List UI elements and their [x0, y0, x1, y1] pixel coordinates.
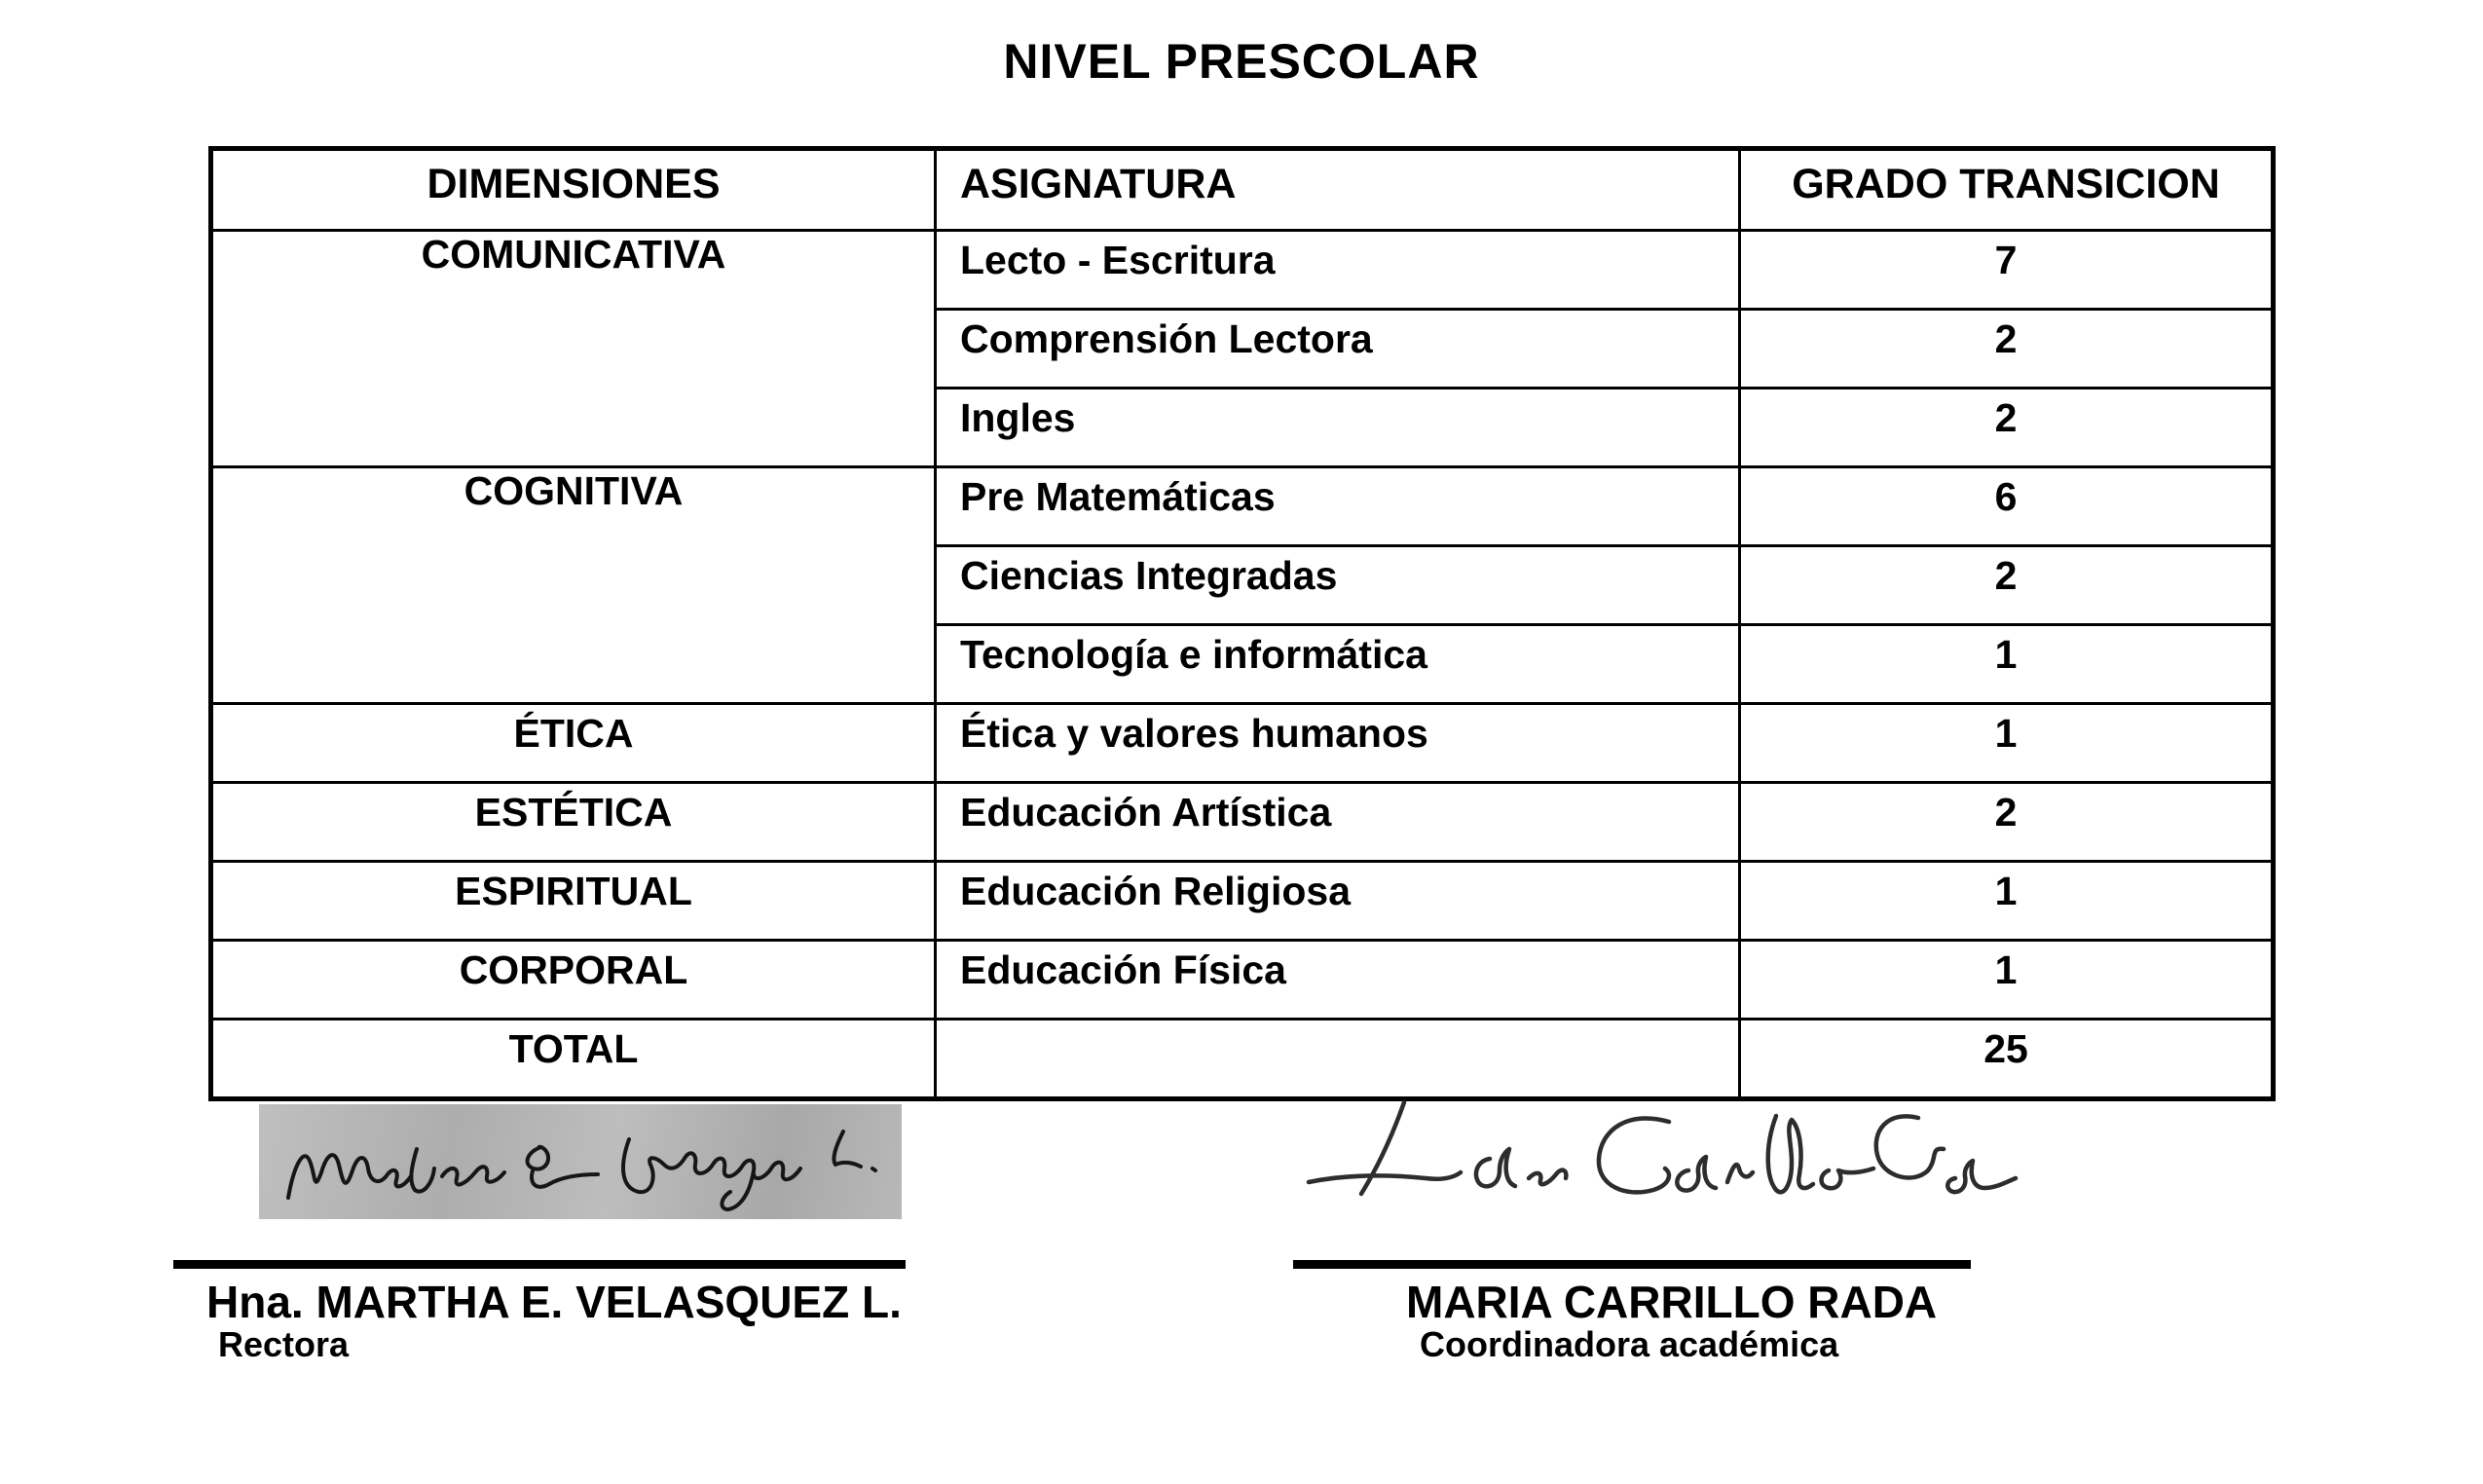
horas-cell: 6	[1738, 465, 2275, 547]
dimension-estetica: ESTÉTICA	[209, 781, 937, 863]
total-value: 25	[1738, 1018, 2275, 1100]
horas-cell: 2	[1738, 308, 2275, 390]
horas-cell: 1	[1738, 623, 2275, 705]
table-row: ESTÉTICA Educación Artística 2	[209, 781, 2275, 863]
total-label: TOTAL	[209, 1018, 937, 1100]
signature-image-coordinadora	[1287, 1087, 2027, 1231]
table-row: ESPIRITUAL Educación Religiosa 1	[209, 860, 2275, 942]
asignatura-cell: Ingles	[934, 387, 1741, 468]
asignatura-cell: Comprensión Lectora	[934, 308, 1741, 390]
horas-cell: 7	[1738, 229, 2275, 311]
header-asignatura: ASIGNATURA	[934, 147, 1741, 232]
horas-cell: 1	[1738, 860, 2275, 942]
asignatura-cell: Tecnología e informática	[934, 623, 1741, 705]
dimension-etica: ÉTICA	[209, 702, 937, 784]
signer-name-rectora: Hna. MARTHA E. VELASQUEZ L.	[206, 1277, 902, 1327]
table-row: COGNITIVA Pre Matemáticas 6	[209, 465, 2275, 705]
header-grado-transicion: GRADO TRANSICION	[1738, 147, 2275, 232]
dimension-cognitiva: COGNITIVA	[209, 465, 937, 705]
signer-role-coordinadora: Coordinadora académica	[1420, 1324, 1839, 1364]
horas-cell: 2	[1738, 387, 2275, 468]
signature-image-rectora	[259, 1104, 902, 1219]
page-title: NIVEL PRESCOLAR	[1003, 34, 1480, 89]
signer-role-rectora: Rectora	[218, 1324, 350, 1364]
asignatura-cell: Educación Física	[934, 939, 1741, 1020]
signature-maria-strokes	[1306, 1099, 2019, 1197]
total-asignatura-empty-cell	[934, 1018, 1741, 1100]
signature-line-coordinadora	[1293, 1260, 1971, 1269]
signature-martha-strokes	[286, 1130, 877, 1211]
table-row: Ciencias Integradas 2	[211, 544, 2275, 626]
dimension-comunicativa: COMUNICATIVA	[209, 229, 937, 468]
horas-cell: 1	[1738, 939, 2275, 1020]
asignatura-cell: Educación Artística	[934, 781, 1741, 863]
asignatura-cell: Ciencias Integradas	[934, 544, 1741, 626]
table-row: COMUNICATIVA Lecto - Escritura 7	[209, 229, 2275, 468]
header-dimensiones: DIMENSIONES	[209, 147, 937, 232]
asignatura-cell: Lecto - Escritura	[934, 229, 1741, 311]
asignatura-cell: Ética y valores humanos	[934, 702, 1741, 784]
signer-name-coordinadora: MARIA CARRILLO RADA	[1406, 1277, 1938, 1327]
table-row: Comprensión Lectora 2	[211, 308, 2275, 390]
asignatura-cell: Pre Matemáticas	[934, 465, 1741, 547]
horas-cell: 2	[1738, 544, 2275, 626]
horas-cell: 1	[1738, 702, 2275, 784]
signature-line-rectora	[173, 1260, 906, 1269]
table-row: Ingles 2	[211, 387, 2275, 468]
total-row: TOTAL 25	[209, 1018, 2275, 1100]
table-row: CORPORAL Educación Física 1	[209, 939, 2275, 1020]
table-row: ÉTICA Ética y valores humanos 1	[209, 702, 2275, 784]
schedule-table: DIMENSIONES ASIGNATURA GRADO TRANSICION …	[208, 146, 2276, 1101]
asignatura-cell: Educación Religiosa	[934, 860, 1741, 942]
dimension-espiritual: ESPIRITUAL	[209, 860, 937, 942]
table-row: Tecnología e informática 1	[211, 623, 2275, 705]
horas-cell: 2	[1738, 781, 2275, 863]
dimension-corporal: CORPORAL	[209, 939, 937, 1020]
table-header-row: DIMENSIONES ASIGNATURA GRADO TRANSICION	[209, 147, 2275, 232]
